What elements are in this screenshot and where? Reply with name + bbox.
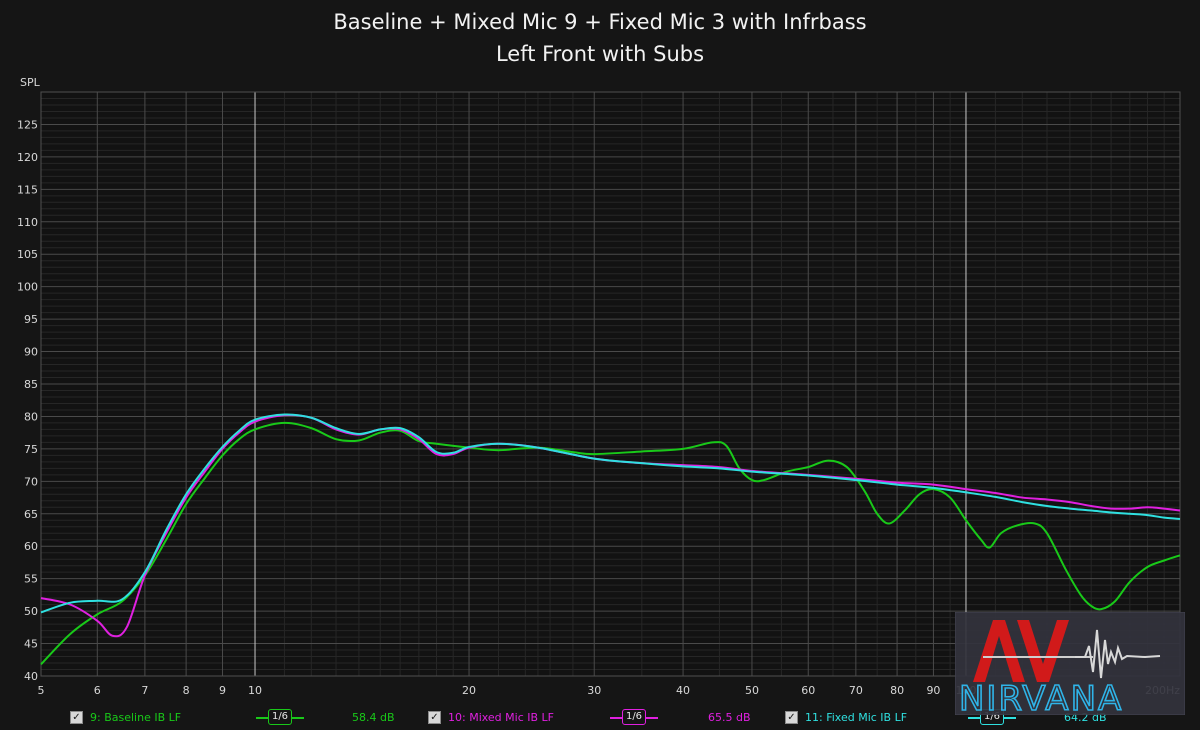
x-tick-label: 10 — [248, 684, 262, 697]
legend-item-baseline[interactable]: ✓ 9: Baseline IB LF 1/6 58.4 dB — [0, 708, 400, 728]
legend-label-fixed-mic: 11: Fixed Mic IB LF — [805, 711, 908, 724]
chart-subtitle: Left Front with Subs — [495, 42, 705, 66]
y-tick-label: 105 — [17, 248, 38, 261]
y-tick-label: 85 — [24, 378, 38, 391]
x-tick-label: 6 — [94, 684, 101, 697]
x-tick-label: 70 — [849, 684, 863, 697]
y-tick-label: 65 — [24, 508, 38, 521]
legend-label-mixed-mic: 10: Mixed Mic IB LF — [448, 711, 554, 724]
x-tick-label: 20 — [462, 684, 476, 697]
y-tick-label: 60 — [24, 540, 38, 553]
plot-border — [40, 91, 1181, 677]
y-tick-label: 40 — [24, 670, 38, 683]
y-tick-label: 80 — [24, 410, 38, 423]
y-tick-label: 110 — [17, 216, 38, 229]
y-tick-label: 115 — [17, 183, 38, 196]
logo-nirvana-text: NIRVANA — [959, 679, 1123, 715]
y-tick-label: 55 — [24, 573, 38, 586]
x-tick-label: 90 — [926, 684, 940, 697]
x-tick-label: 50 — [745, 684, 759, 697]
chart-title: Baseline + Mixed Mic 9 + Fixed Mic 3 wit… — [333, 10, 867, 34]
x-tick-label: 80 — [890, 684, 904, 697]
x-tick-label: 5 — [38, 684, 45, 697]
x-tick-label: 9 — [219, 684, 226, 697]
smoothing-value-baseline: 1/6 — [268, 709, 292, 725]
smoothing-selector-baseline[interactable]: 1/6 — [256, 708, 304, 728]
x-tick-label: 7 — [141, 684, 148, 697]
level-readout-baseline: 58.4 dB — [352, 711, 395, 724]
x-tick-label: 40 — [676, 684, 690, 697]
smoothing-selector-mixed-mic[interactable]: 1/6 — [610, 708, 658, 728]
legend-label-baseline: 9: Baseline IB LF — [90, 711, 182, 724]
level-readout-mixed-mic: 65.5 dB — [708, 711, 751, 724]
smoothing-value-mixed-mic: 1/6 — [622, 709, 646, 725]
y-tick-label: 45 — [24, 638, 38, 651]
y-tick-label: 95 — [24, 313, 38, 326]
legend-checkbox-baseline[interactable]: ✓ — [70, 711, 83, 724]
y-tick-label: 100 — [17, 281, 38, 294]
legend-checkbox-mixed-mic[interactable]: ✓ — [428, 711, 441, 724]
y-axis-label: SPL — [20, 76, 41, 89]
x-tick-label: 8 — [183, 684, 190, 697]
series-line-1 — [40, 421, 1181, 666]
y-tick-label: 75 — [24, 443, 38, 456]
av-nirvana-logo: NIRVANA — [955, 612, 1185, 715]
y-tick-label: 90 — [24, 346, 38, 359]
legend-checkbox-fixed-mic[interactable]: ✓ — [785, 711, 798, 724]
y-tick-label: 70 — [24, 475, 38, 488]
x-tick-label: 60 — [801, 684, 815, 697]
y-tick-label: 120 — [17, 151, 38, 164]
series-line-3 — [40, 413, 1181, 614]
y-tick-label: 125 — [17, 118, 38, 131]
legend-item-mixed-mic[interactable]: ✓ 10: Mixed Mic IB LF 1/6 65.5 dB — [0, 708, 800, 728]
y-tick-label: 50 — [24, 605, 38, 618]
x-tick-label: 30 — [587, 684, 601, 697]
